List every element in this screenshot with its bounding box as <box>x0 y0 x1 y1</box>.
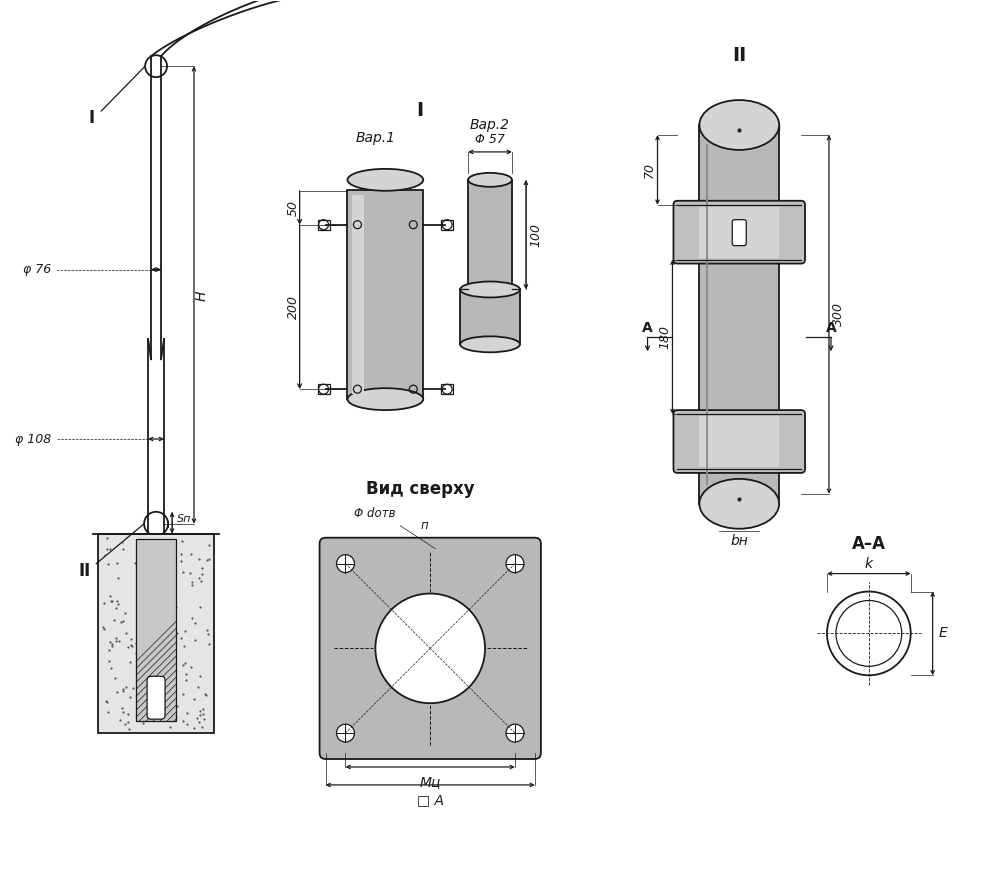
Text: 300: 300 <box>832 302 845 326</box>
Text: A: A <box>826 321 836 335</box>
Ellipse shape <box>460 336 520 352</box>
Text: E: E <box>938 627 947 640</box>
FancyBboxPatch shape <box>347 189 423 399</box>
Circle shape <box>506 555 524 573</box>
Text: bн: bн <box>730 533 748 548</box>
Bar <box>468 180 512 290</box>
Bar <box>318 384 330 394</box>
Circle shape <box>337 555 354 573</box>
Text: Вар.1: Вар.1 <box>355 131 395 145</box>
Bar <box>460 290 520 344</box>
Ellipse shape <box>347 169 423 191</box>
Text: φ 76: φ 76 <box>23 263 51 276</box>
Text: H: H <box>195 291 209 300</box>
Text: Вар.2: Вар.2 <box>470 118 510 132</box>
Text: п: п <box>420 519 428 533</box>
Bar <box>352 195 364 394</box>
Bar <box>318 220 330 229</box>
Bar <box>699 207 779 258</box>
Text: Sп: Sп <box>177 514 191 524</box>
Circle shape <box>506 725 524 742</box>
Circle shape <box>337 725 354 742</box>
FancyBboxPatch shape <box>673 201 805 263</box>
Text: A: A <box>642 321 653 335</box>
Bar <box>441 220 453 229</box>
Text: Вид сверху: Вид сверху <box>366 480 475 498</box>
Ellipse shape <box>468 172 512 187</box>
Bar <box>699 125 779 504</box>
FancyBboxPatch shape <box>320 538 541 759</box>
Text: 70: 70 <box>643 162 656 178</box>
Ellipse shape <box>699 100 779 150</box>
Bar <box>441 384 453 394</box>
Text: II: II <box>78 562 90 580</box>
Bar <box>136 539 176 721</box>
Bar <box>98 533 214 733</box>
FancyBboxPatch shape <box>673 410 805 473</box>
Bar <box>699 416 779 467</box>
Text: II: II <box>732 45 746 65</box>
Text: 180: 180 <box>658 325 671 349</box>
Text: k: k <box>865 557 873 571</box>
Text: 50: 50 <box>287 200 300 216</box>
Text: I: I <box>88 109 94 127</box>
Text: A–A: A–A <box>852 534 886 553</box>
Ellipse shape <box>460 282 520 298</box>
Text: 100: 100 <box>529 222 542 246</box>
Text: Φ dотв: Φ dотв <box>354 508 395 520</box>
Text: 200: 200 <box>287 295 300 319</box>
FancyBboxPatch shape <box>147 677 165 719</box>
Circle shape <box>375 594 485 703</box>
Text: φ 108: φ 108 <box>15 433 51 445</box>
Text: Φ 57: Φ 57 <box>475 133 505 147</box>
Text: □ A: □ A <box>417 793 444 807</box>
Ellipse shape <box>347 388 423 410</box>
Text: Мц: Мц <box>419 775 441 789</box>
FancyBboxPatch shape <box>732 220 746 245</box>
Text: I: I <box>417 100 424 119</box>
Ellipse shape <box>699 479 779 529</box>
